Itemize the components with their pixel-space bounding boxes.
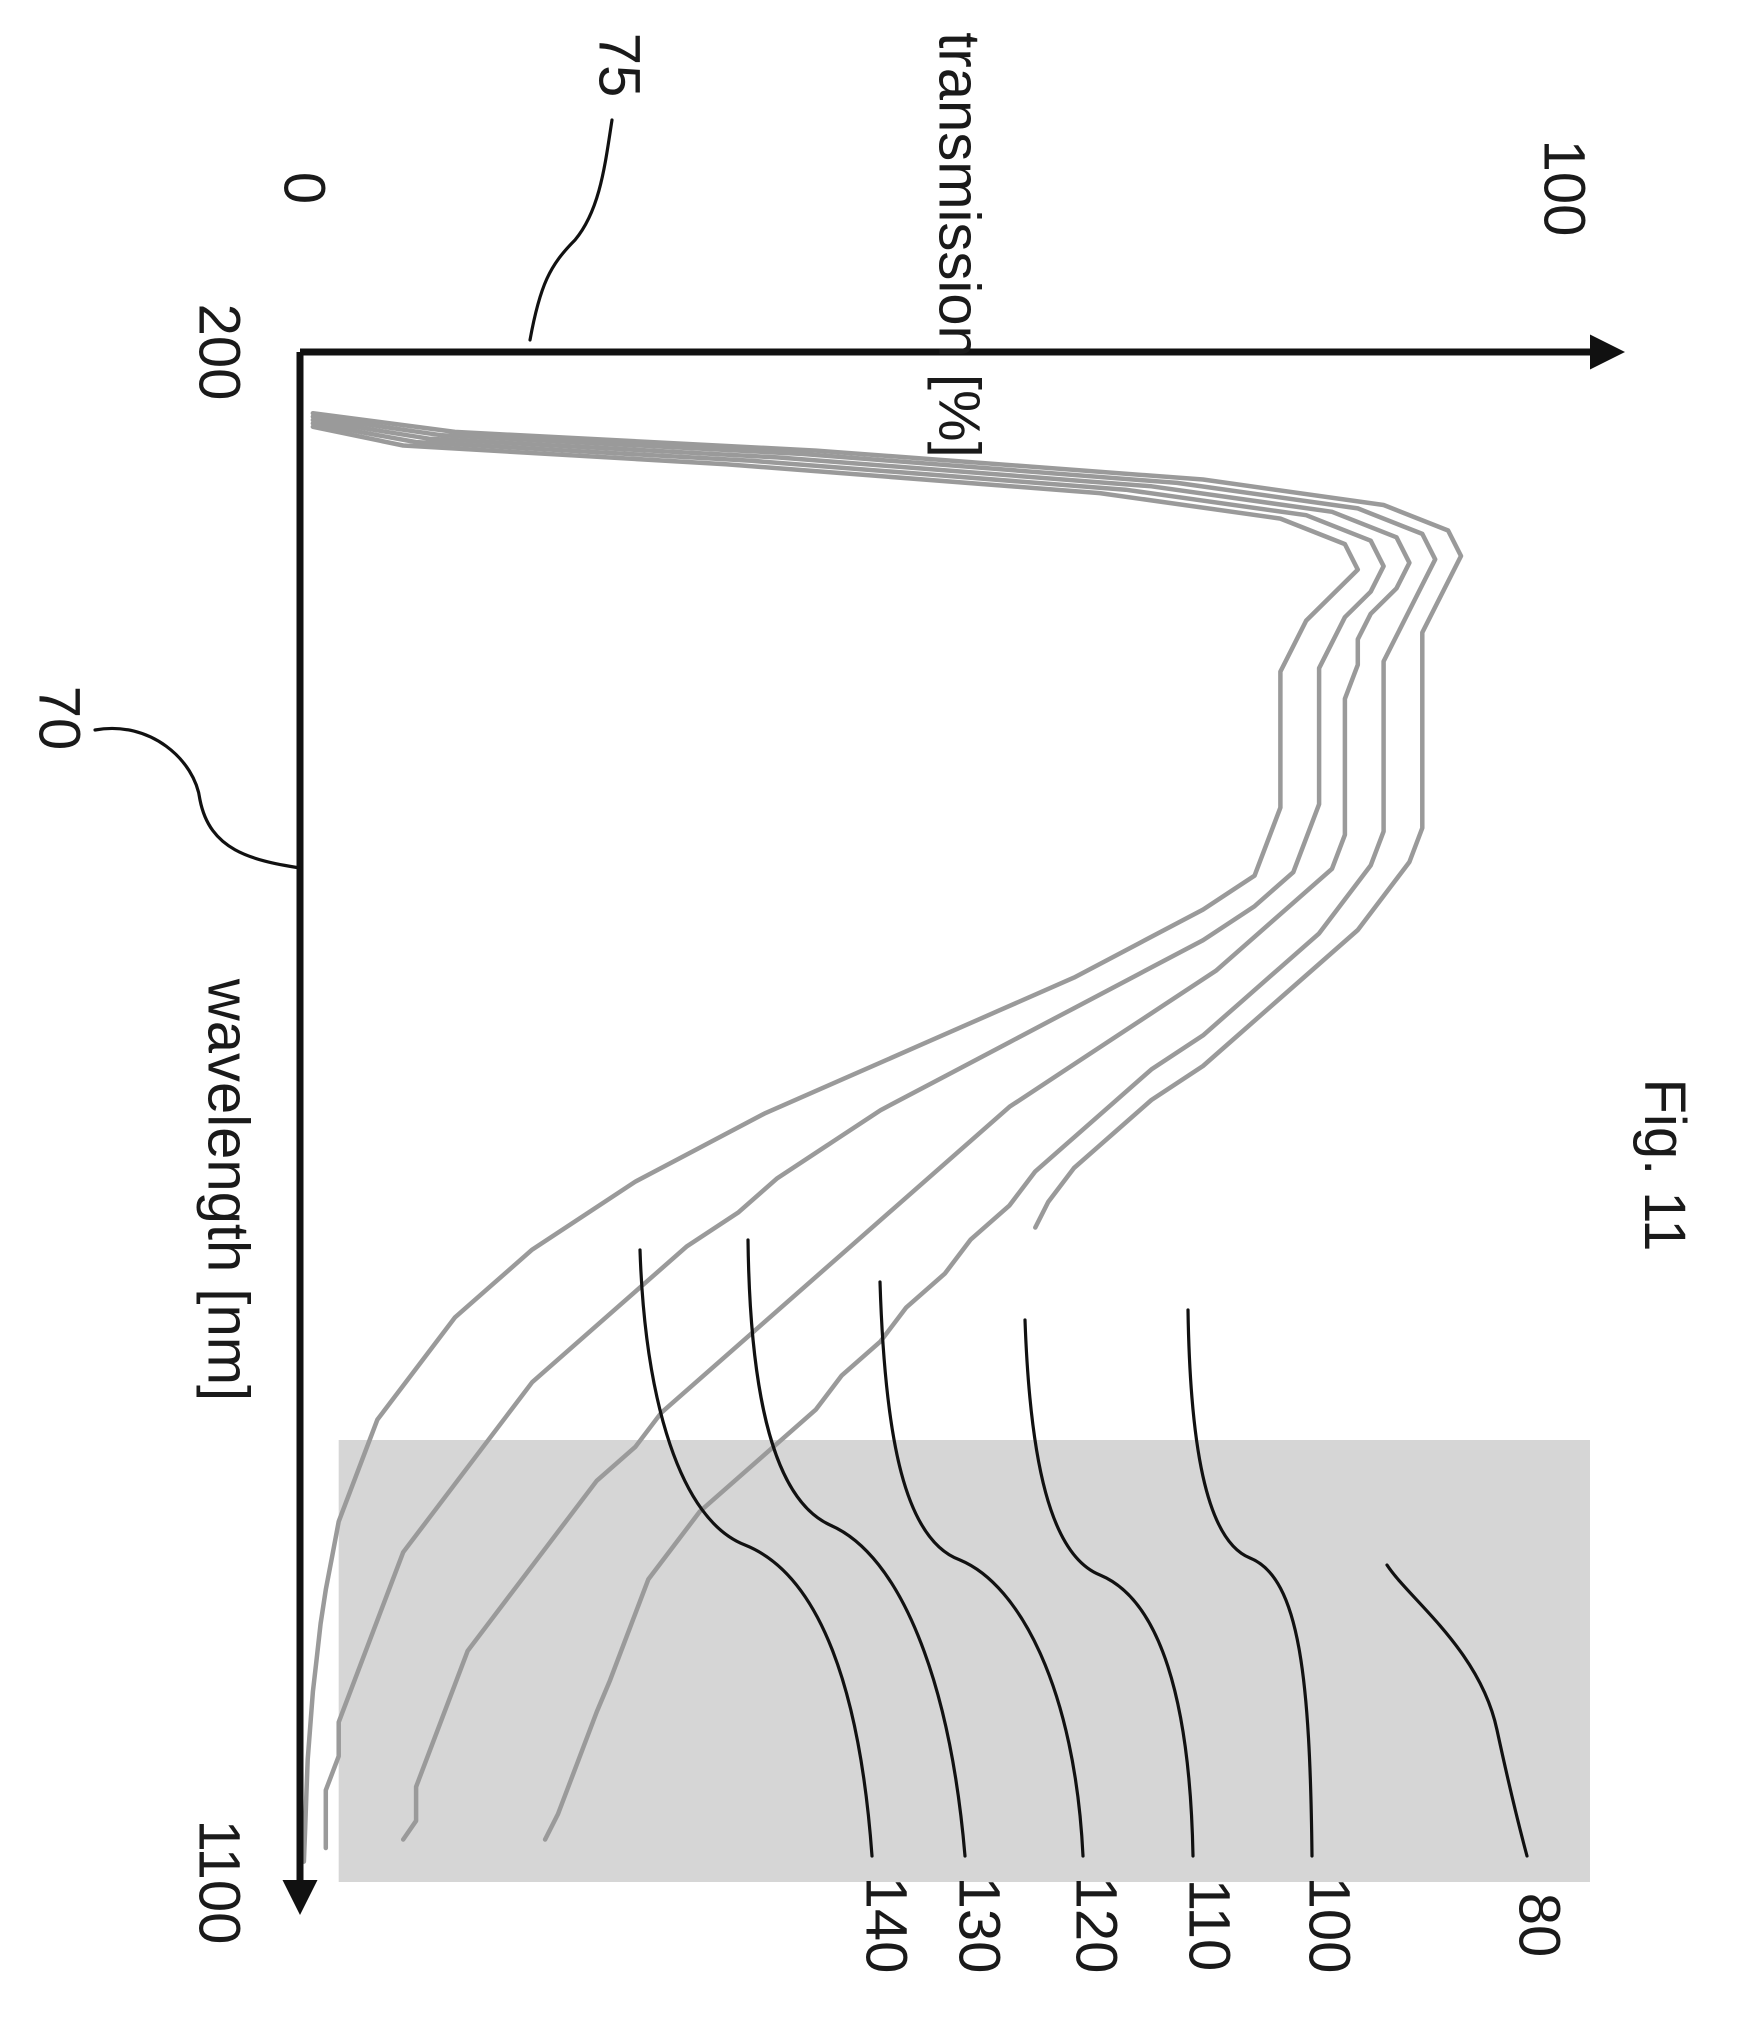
axis-ref-75-leader (528, 118, 614, 342)
transmission-tick-100: 100 (1532, 140, 1597, 237)
series-label-120: 120 (1064, 1877, 1129, 1974)
series-label-140: 140 (854, 1877, 919, 1974)
curve-110 (310, 414, 1438, 1842)
leader-130 (746, 1238, 967, 1858)
axis-ref-70-leader (93, 726, 302, 870)
leader-120 (878, 1280, 1085, 1858)
series-label-80: 80 (1507, 1893, 1572, 1958)
curve-100 (310, 410, 1464, 1230)
wavelength-axis-title: wavelength [nm] (196, 978, 261, 1401)
leader-80 (1385, 1563, 1529, 1858)
transmission-axis-title: transmission [%] (927, 32, 992, 457)
transmission-curves (301, 410, 1464, 1864)
wavelength-tick-1100: 1100 (187, 1820, 252, 1945)
shaded-band-80 (338, 1440, 1591, 1882)
axis-ref-70: 70 (27, 686, 92, 751)
series-label-110: 110 (1177, 1879, 1242, 1971)
leader-100 (1186, 1308, 1314, 1858)
series-label-130: 130 (947, 1877, 1012, 1974)
figure-caption: Fig. 11 (1632, 1078, 1697, 1251)
axis-ref-75: 75 (587, 33, 652, 98)
wavelength-tick-200: 200 (187, 304, 252, 401)
transmission-tick-0: 0 (272, 172, 337, 204)
curve-140 (301, 424, 1361, 1864)
leader-140 (638, 1248, 874, 1858)
leader-110 (1023, 1318, 1195, 1858)
series-label-100: 100 (1297, 1877, 1362, 1974)
curve-130 (310, 421, 1386, 1851)
curve-120 (310, 417, 1412, 1842)
series-leaders (638, 1238, 1529, 1858)
